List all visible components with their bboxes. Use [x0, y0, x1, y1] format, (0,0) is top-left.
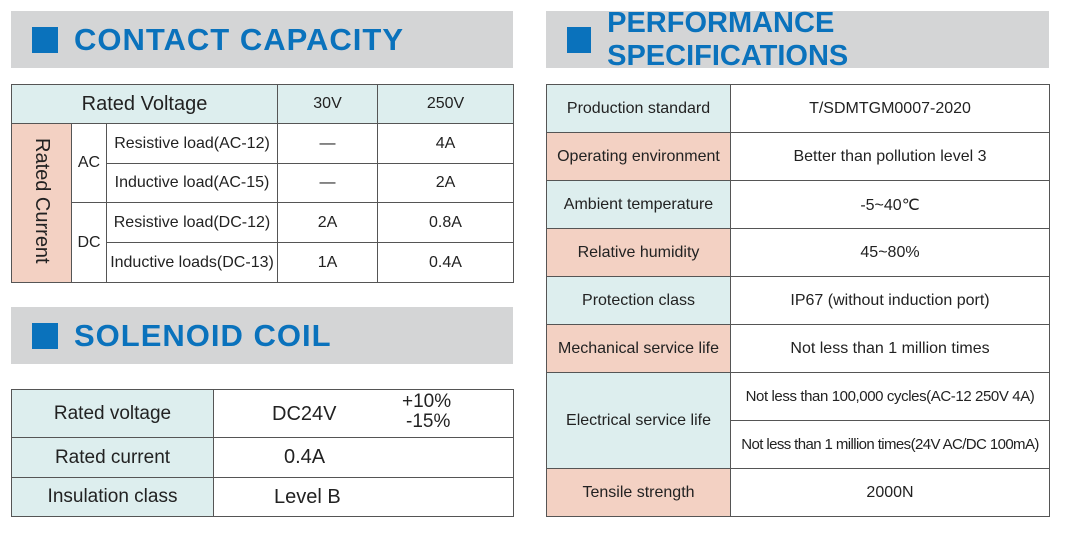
label-cell: Insulation class [11, 477, 214, 517]
value-cell: DC24V [272, 403, 337, 425]
load-cell: Inductive loads(DC-13) [106, 242, 278, 283]
performance-specs-table: Production standard T/SDMTGM0007-2020 Ope… [546, 84, 1050, 517]
label-cell: Ambient temperature [546, 180, 731, 229]
value-cell: 0.4A [377, 242, 514, 283]
rated-current-label: Rated Current [31, 137, 53, 264]
dc-label: DC [71, 202, 107, 283]
solenoid-coil-header: SOLENOID COIL [11, 307, 513, 364]
label-cell: Production standard [546, 84, 731, 133]
value-cell: Level B [213, 477, 514, 517]
value-cell: Not less than 1 million times [730, 324, 1050, 373]
value-cell: 2A [277, 202, 378, 243]
label-cell: Relative humidity [546, 228, 731, 277]
label-cell: Rated voltage [11, 389, 214, 438]
value-cell: IP67 (without induction port) [730, 276, 1050, 325]
tolerance-plus: +10% [402, 391, 452, 412]
value-cell: 2A [377, 163, 514, 203]
value-cell: — [277, 123, 378, 164]
label-cell: Protection class [546, 276, 731, 325]
value-cell: -5~40℃ [730, 180, 1050, 229]
value-cell: — [277, 163, 378, 203]
value-cell: 0.4A [213, 437, 514, 478]
value-cell: 2000N [730, 468, 1050, 517]
contact-capacity-header: CONTACT CAPACITY [11, 11, 513, 68]
value-cell: 4A [377, 123, 514, 164]
value-cell: Not less than 1 million times(24V AC/DC … [730, 420, 1050, 469]
label-cell: Electrical service life [546, 372, 731, 469]
load-cell: Inductive load(AC-15) [106, 163, 278, 203]
performance-specs-header: PERFORMANCE SPECIFICATIONS [546, 7, 1049, 72]
contact-capacity-table: Rated Voltage 30V 250V Rated Current AC Resi… [11, 84, 514, 283]
label-cell: Rated current [11, 437, 214, 478]
value-cell: 0.8A [377, 202, 514, 243]
section-title: CONTACT CAPACITY [74, 21, 404, 57]
label-cell: Mechanical service life [546, 324, 731, 373]
value-cell: 45~80% [730, 228, 1050, 277]
value-cell: Better than pollution level 3 [730, 132, 1050, 181]
section-title: SOLENOID COIL [74, 317, 332, 353]
value-cell: T/SDMTGM0007-2020 [730, 84, 1050, 133]
load-cell: Resistive load(AC-12) [106, 123, 278, 164]
square-bullet-icon [567, 26, 592, 53]
header-rated-voltage: Rated Voltage [11, 84, 278, 124]
ac-label: AC [71, 123, 107, 203]
value-cell: Not less than 100,000 cycles(AC-12 250V … [730, 372, 1050, 421]
value-cell: 1A [277, 242, 378, 283]
load-cell: Resistive load(DC-12) [106, 202, 278, 243]
tolerance-minus: -15% [406, 411, 451, 432]
square-bullet-icon [32, 322, 58, 349]
label-cell: Operating environment [546, 132, 731, 181]
solenoid-coil-table: Rated voltage DC24V +10% -15% Rated curr… [11, 389, 514, 517]
label-cell: Tensile strength [546, 468, 731, 517]
section-title: PERFORMANCE SPECIFICATIONS [607, 6, 849, 72]
header-250v: 250V [377, 84, 514, 124]
header-30v: 30V [277, 84, 378, 124]
square-bullet-icon [32, 26, 58, 53]
